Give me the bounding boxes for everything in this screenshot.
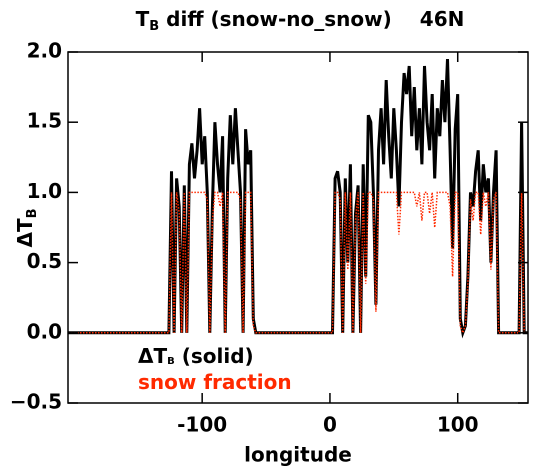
y-tick-label: 1.0: [27, 179, 62, 203]
legend-entry: snow fraction: [138, 370, 292, 394]
y-tick-label: −0.5: [10, 390, 62, 414]
y-tick-label: 2.0: [27, 39, 62, 63]
title-latitude: 46N: [420, 7, 465, 31]
title-rest: diff (snow-no_snow): [159, 7, 392, 31]
legend-name: snow fraction: [138, 370, 292, 394]
y-tick-label: 0.5: [27, 249, 62, 273]
x-tick-label: 0: [323, 413, 337, 437]
y-label-subscript: B: [25, 208, 40, 218]
y-axis-label: ΔTB: [13, 208, 40, 247]
legend-suffix: (solid): [175, 344, 254, 368]
title-text: T: [136, 7, 150, 31]
plot-frame: [67, 51, 529, 404]
y-label-text: ΔT: [13, 218, 37, 247]
x-tick-label: -100: [177, 413, 227, 437]
x-axis-label: longitude: [244, 443, 352, 467]
series-line: [68, 58, 528, 339]
plot-area: [68, 58, 528, 339]
legend-entry: ΔTB (solid): [138, 344, 254, 368]
chart-title: TB diff (snow-no_snow) 46N: [136, 7, 465, 34]
title-subscript: B: [149, 19, 159, 34]
legend-name: ΔT: [138, 344, 167, 368]
x-tick-label: 100: [437, 413, 479, 437]
y-tick-label: 1.5: [27, 109, 62, 133]
legend-subscript: B: [167, 356, 175, 367]
y-tick-label: 0.0: [27, 319, 62, 343]
